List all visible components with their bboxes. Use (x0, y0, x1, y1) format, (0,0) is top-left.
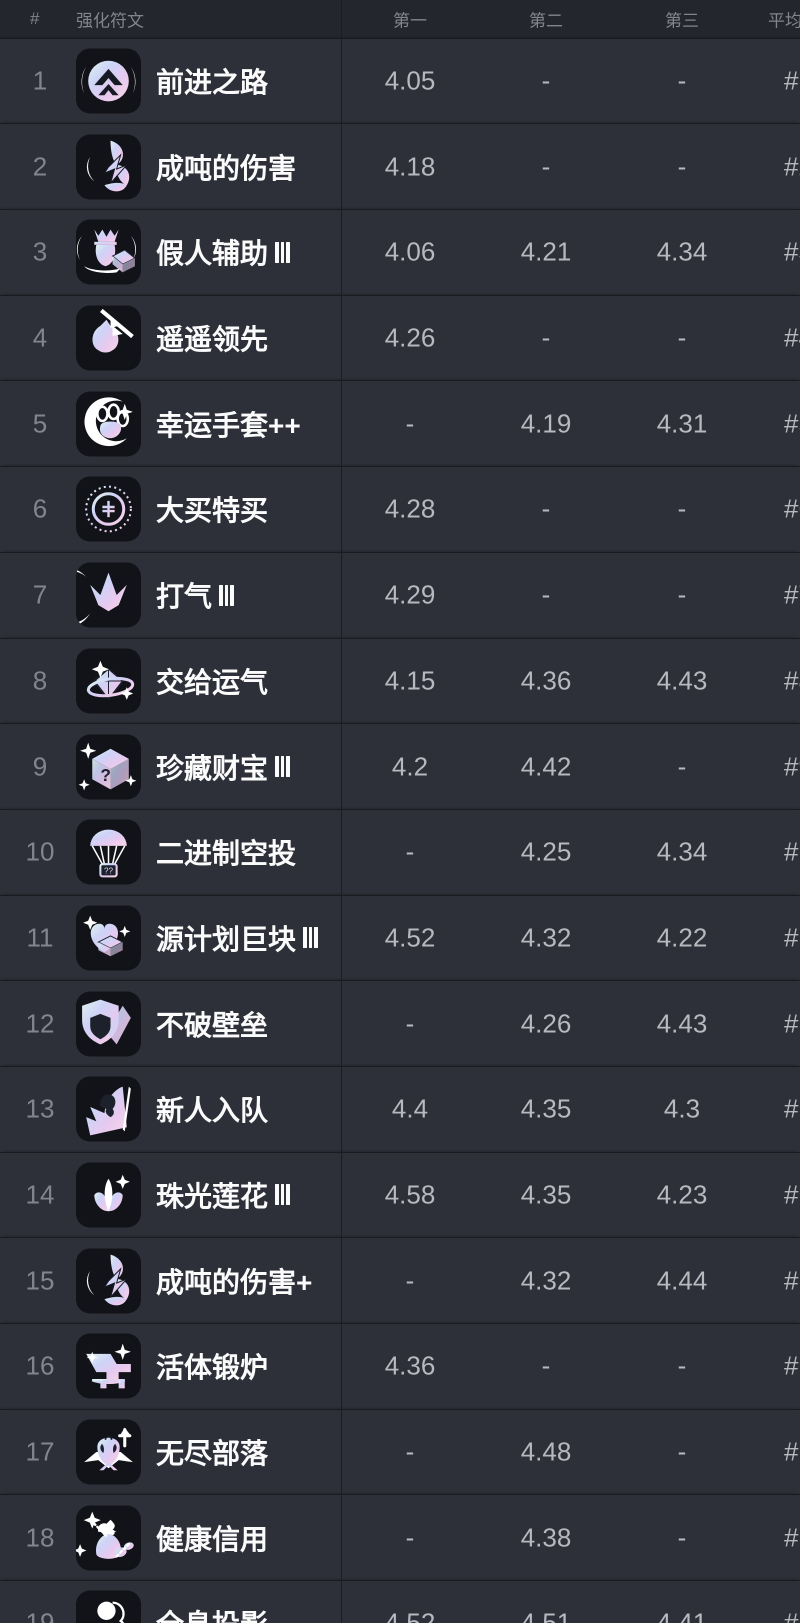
svg-text:?: ? (100, 765, 111, 785)
svg-text:??: ?? (104, 867, 114, 876)
